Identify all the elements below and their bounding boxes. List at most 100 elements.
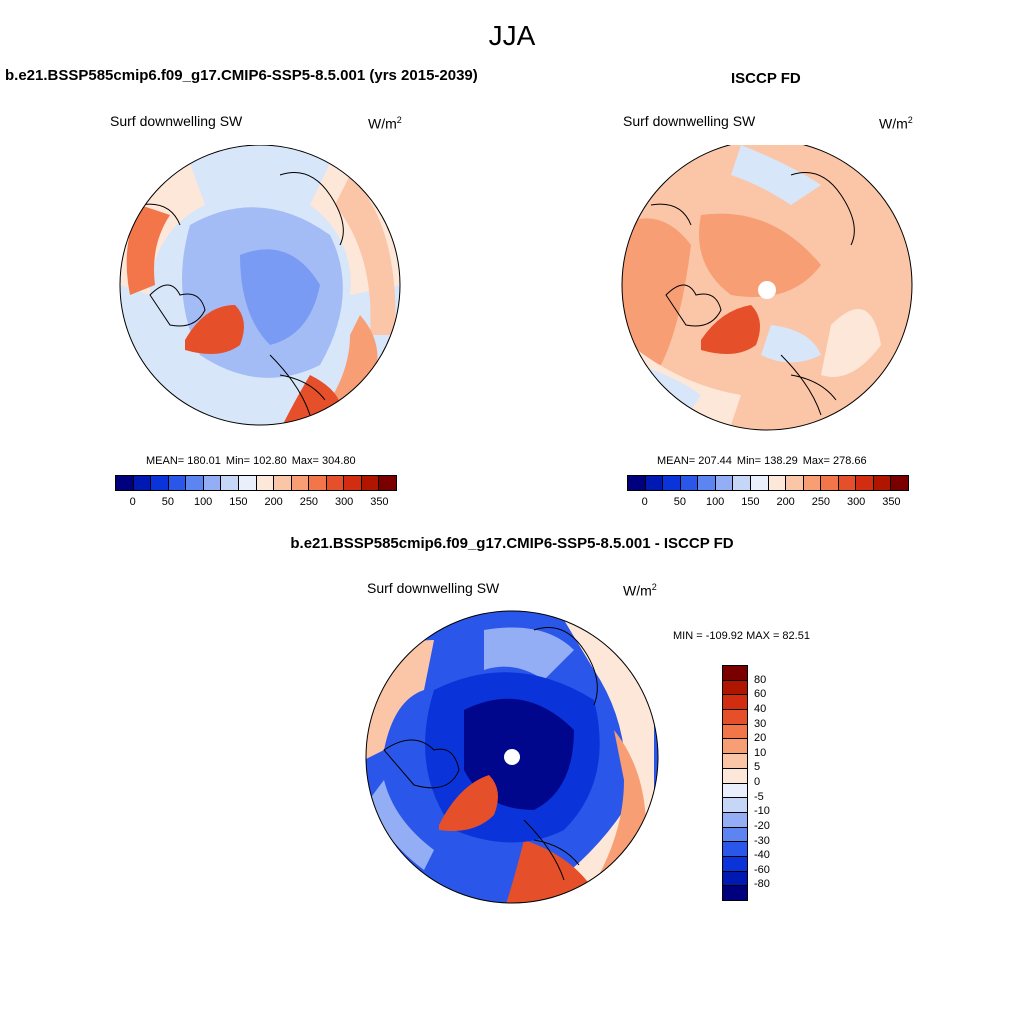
colorbar-swatch — [723, 768, 747, 784]
model-stats: MEAN= 180.01 Min= 102.80 Max= 304.80 — [146, 455, 356, 467]
colorbar-tick-label: 50 — [161, 496, 174, 508]
colorbar-swatch — [361, 476, 380, 490]
colorbar-tick-label: 100 — [193, 496, 213, 508]
colorbar-swatch — [803, 476, 822, 490]
colorbar-swatch — [715, 476, 734, 490]
colorbar-swatch — [838, 476, 857, 490]
colorbar-swatch — [326, 476, 345, 490]
colorbar-tick-label: 300 — [846, 496, 866, 508]
colorbar-swatch — [723, 798, 747, 813]
colorbar-tick-label: -10 — [754, 805, 770, 818]
colorbar-tick-label: 250 — [811, 496, 831, 508]
colorbar-tick-label: -5 — [754, 790, 764, 803]
colorbar-swatch — [221, 476, 239, 490]
model-colorbar — [115, 475, 397, 491]
colorbar-swatch — [203, 476, 222, 490]
colorbar-swatch — [723, 754, 747, 769]
colorbar-swatch — [768, 476, 787, 490]
colorbar-swatch — [856, 476, 874, 490]
colorbar-tick-label: -40 — [754, 849, 770, 862]
colorbar-swatch — [291, 476, 310, 490]
colorbar-swatch — [786, 476, 804, 490]
colorbar-swatch — [873, 476, 892, 490]
colorbar-swatch — [723, 856, 747, 872]
colorbar-swatch — [186, 476, 204, 490]
model-units-label: W/m2 — [368, 115, 402, 132]
colorbar-swatch — [133, 476, 152, 490]
colorbar-swatch — [723, 710, 747, 725]
colorbar-swatch — [151, 476, 169, 490]
colorbar-swatch — [628, 476, 646, 490]
colorbar-swatch — [821, 476, 839, 490]
model-polar-map — [119, 145, 401, 426]
colorbar-swatch — [723, 842, 747, 857]
colorbar-tick-label: 20 — [754, 732, 767, 745]
diff-variable-label: Surf downwelling SW — [367, 580, 500, 596]
colorbar-swatch — [723, 812, 747, 828]
colorbar-swatch — [723, 666, 747, 681]
diff-units-label: W/m2 — [623, 582, 657, 599]
colorbar-tick-label: 200 — [264, 496, 283, 508]
colorbar-tick-label: 250 — [299, 496, 319, 508]
colorbar-swatch — [344, 476, 362, 490]
colorbar-tick-label: 30 — [754, 717, 767, 730]
colorbar-tick-label: 40 — [754, 702, 767, 715]
colorbar-tick-label: 50 — [673, 496, 686, 508]
model-panel-title: b.e21.BSSP585cmip6.f09_g17.CMIP6-SSP5-8.… — [5, 67, 478, 84]
colorbar-tick-label: 200 — [776, 496, 795, 508]
colorbar-swatch — [723, 724, 747, 740]
colorbar-tick-label: 150 — [229, 496, 248, 508]
obs-variable-label: Surf downwelling SW — [623, 113, 756, 129]
colorbar-swatch — [723, 739, 747, 755]
colorbar-swatch — [309, 476, 327, 490]
colorbar-tick-label: -80 — [754, 878, 770, 891]
colorbar-tick-label: 5 — [754, 761, 761, 774]
model-variable-label: Surf downwelling SW — [110, 113, 243, 129]
colorbar-swatch — [168, 476, 187, 490]
colorbar-swatch — [750, 476, 769, 490]
colorbar-tick-label: 0 — [754, 776, 761, 788]
obs-stats: MEAN= 207.44 Min= 138.29 Max= 278.66 — [657, 455, 867, 467]
colorbar-swatch — [723, 680, 747, 696]
colorbar-tick-label: 350 — [882, 496, 901, 508]
diff-colorbar — [722, 665, 748, 901]
colorbar-swatch — [274, 476, 292, 490]
colorbar-tick-label: -30 — [754, 834, 770, 847]
colorbar-swatch — [663, 476, 681, 490]
colorbar-swatch — [723, 783, 747, 799]
colorbar-swatch — [116, 476, 134, 490]
colorbar-tick-label: -20 — [754, 819, 770, 832]
colorbar-swatch — [680, 476, 699, 490]
obs-panel-title: ISCCP FD — [731, 70, 801, 87]
colorbar-tick-label: 0 — [129, 496, 136, 508]
obs-polar-map — [621, 145, 913, 431]
diff-panel-title: b.e21.BSSP585cmip6.f09_g17.CMIP6-SSP5-8.… — [290, 535, 734, 552]
colorbar-tick-label: 300 — [334, 496, 354, 508]
colorbar-tick-label: 0 — [641, 496, 648, 508]
colorbar-tick-label: 80 — [754, 673, 767, 686]
model-colorbar-ticks: 0 50 100 150 200 250 300 350 — [115, 496, 397, 510]
colorbar-swatch — [698, 476, 716, 490]
colorbar-swatch — [645, 476, 664, 490]
colorbar-tick-label: 10 — [754, 746, 767, 759]
colorbar-tick-label: 150 — [741, 496, 760, 508]
colorbar-swatch — [723, 871, 747, 887]
colorbar-swatch — [723, 886, 747, 900]
colorbar-swatch — [238, 476, 257, 490]
colorbar-swatch — [733, 476, 751, 490]
obs-colorbar — [627, 475, 909, 491]
colorbar-swatch — [723, 695, 747, 711]
season-title: JJA — [488, 20, 536, 51]
diff-polar-map — [365, 610, 659, 904]
colorbar-swatch — [379, 476, 396, 490]
colorbar-tick-label: 60 — [754, 688, 767, 701]
colorbar-tick-label: 350 — [370, 496, 389, 508]
colorbar-tick-label: 100 — [705, 496, 725, 508]
diff-minmax: MIN = -109.92 MAX = 82.51 — [673, 630, 810, 642]
diff-colorbar-ticks: 80 60 40 30 20 10 5 0 -5 -10 -20 -30 -40 -60 -80 — [754, 665, 794, 899]
colorbar-tick-label: -60 — [754, 863, 770, 876]
colorbar-swatch — [723, 827, 747, 843]
colorbar-swatch — [891, 476, 908, 490]
obs-units-label: W/m2 — [879, 115, 913, 132]
colorbar-swatch — [256, 476, 275, 490]
